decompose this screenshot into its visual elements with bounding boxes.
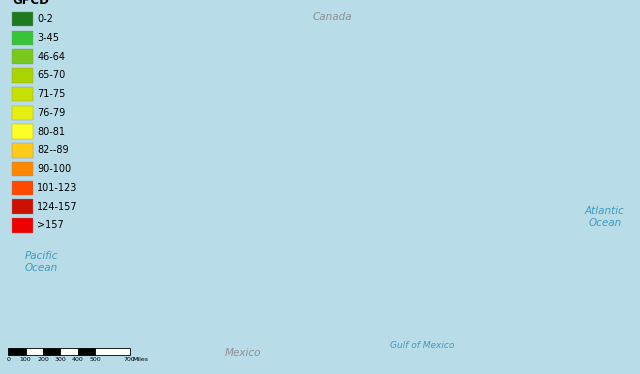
Text: 82--89: 82--89: [37, 145, 68, 155]
Text: 0: 0: [6, 357, 10, 362]
Text: 500: 500: [89, 357, 100, 362]
Bar: [60, 348, 77, 355]
Bar: [12, 124, 33, 139]
Bar: [12, 87, 33, 101]
Text: GPCD: GPCD: [13, 0, 50, 7]
Text: 101-123: 101-123: [37, 183, 77, 193]
Bar: [12, 68, 33, 83]
Bar: [12, 218, 33, 233]
Text: 71-75: 71-75: [37, 89, 65, 99]
Text: Pacific
Ocean: Pacific Ocean: [25, 251, 58, 273]
Text: Mexico: Mexico: [225, 349, 262, 358]
Text: 90-100: 90-100: [37, 164, 71, 174]
Text: >157: >157: [37, 220, 64, 230]
Text: Gulf of Mexico: Gulf of Mexico: [390, 341, 454, 350]
Text: 65-70: 65-70: [37, 70, 65, 80]
Bar: [43, 348, 60, 355]
Text: 80-81: 80-81: [37, 127, 65, 137]
Text: 400: 400: [72, 357, 84, 362]
Text: Miles: Miles: [132, 357, 148, 362]
Bar: [12, 162, 33, 177]
Bar: [12, 105, 33, 120]
Bar: [12, 143, 33, 158]
Bar: [12, 49, 33, 64]
Text: 300: 300: [54, 357, 66, 362]
Text: 46-64: 46-64: [37, 52, 65, 62]
Text: 76-79: 76-79: [37, 108, 65, 118]
Text: 124-157: 124-157: [37, 202, 77, 212]
Bar: [12, 31, 33, 45]
Bar: [12, 199, 33, 214]
Text: 100: 100: [20, 357, 31, 362]
Text: 3-45: 3-45: [37, 33, 59, 43]
Text: 0-2: 0-2: [37, 14, 53, 24]
Bar: [95, 348, 130, 355]
Bar: [8, 348, 26, 355]
Text: 200: 200: [37, 357, 49, 362]
Bar: [77, 348, 95, 355]
Text: 700: 700: [124, 357, 136, 362]
Text: Atlantic
Ocean: Atlantic Ocean: [585, 206, 625, 228]
Text: Canada: Canada: [313, 12, 353, 22]
Bar: [12, 181, 33, 195]
Bar: [12, 12, 33, 27]
Bar: [26, 348, 43, 355]
